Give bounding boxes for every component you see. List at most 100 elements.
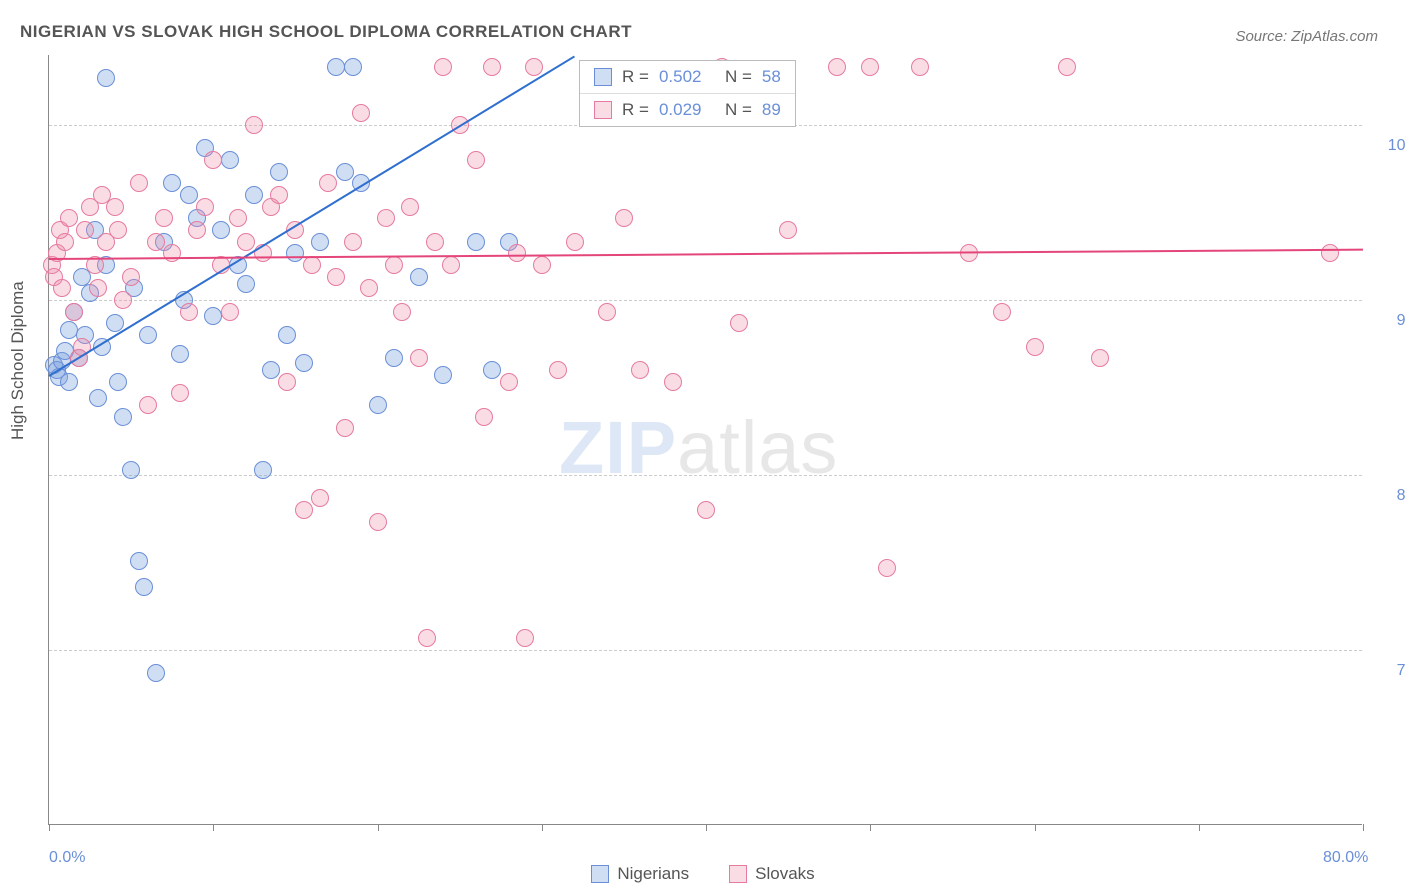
scatter-point: [352, 104, 370, 122]
stats-legend: R =0.502N =58R =0.029N =89: [579, 60, 796, 127]
scatter-point: [410, 268, 428, 286]
scatter-point: [188, 221, 206, 239]
scatter-point: [393, 303, 411, 321]
scatter-point: [147, 233, 165, 251]
scatter-point: [311, 489, 329, 507]
legend-label: Slovaks: [755, 864, 815, 884]
scatter-point: [229, 209, 247, 227]
watermark: ZIPatlas: [559, 405, 838, 490]
scatter-point: [204, 151, 222, 169]
scatter-point: [60, 321, 78, 339]
n-value: 58: [762, 67, 781, 87]
r-label: R =: [622, 100, 649, 120]
scatter-point: [401, 198, 419, 216]
y-tick-label: 85.0%: [1372, 487, 1406, 505]
x-tick: [1363, 824, 1364, 831]
legend-item-slovaks[interactable]: Slovaks: [729, 864, 815, 884]
scatter-point: [65, 303, 83, 321]
y-tick-label: 92.5%: [1372, 312, 1406, 330]
scatter-point: [500, 373, 518, 391]
scatter-point: [135, 578, 153, 596]
scatter-point: [270, 186, 288, 204]
scatter-point: [369, 396, 387, 414]
scatter-point: [122, 461, 140, 479]
scatter-point: [483, 58, 501, 76]
n-label: N =: [725, 100, 752, 120]
scatter-point: [221, 303, 239, 321]
scatter-point: [163, 244, 181, 262]
scatter-point: [377, 209, 395, 227]
scatter-point: [286, 244, 304, 262]
scatter-point: [483, 361, 501, 379]
scatter-point: [180, 186, 198, 204]
scatter-point: [139, 396, 157, 414]
scatter-point: [344, 58, 362, 76]
scatter-point: [319, 174, 337, 192]
scatter-point: [475, 408, 493, 426]
scatter-point: [89, 279, 107, 297]
scatter-point: [549, 361, 567, 379]
swatch-icon: [594, 101, 612, 119]
scatter-point: [327, 268, 345, 286]
scatter-point: [434, 58, 452, 76]
gridline: [49, 475, 1362, 476]
x-tick: [213, 824, 214, 831]
scatter-point: [426, 233, 444, 251]
scatter-point: [60, 209, 78, 227]
scatter-point: [53, 279, 71, 297]
scatter-point: [779, 221, 797, 239]
scatter-point: [147, 664, 165, 682]
scatter-point: [221, 151, 239, 169]
swatch-icon: [729, 865, 747, 883]
scatter-point: [336, 163, 354, 181]
r-label: R =: [622, 67, 649, 87]
y-tick-label: 77.5%: [1372, 662, 1406, 680]
scatter-point: [828, 58, 846, 76]
scatter-point: [385, 349, 403, 367]
scatter-point: [171, 345, 189, 363]
scatter-point: [1091, 349, 1109, 367]
r-value: 0.029: [659, 100, 715, 120]
scatter-point: [467, 233, 485, 251]
scatter-point: [861, 58, 879, 76]
scatter-point: [1058, 58, 1076, 76]
scatter-point: [122, 268, 140, 286]
scatter-point: [56, 233, 74, 251]
scatter-point: [697, 501, 715, 519]
scatter-point: [467, 151, 485, 169]
gridline: [49, 300, 1362, 301]
scatter-point: [327, 58, 345, 76]
scatter-point: [434, 366, 452, 384]
scatter-point: [245, 116, 263, 134]
y-axis-label: High School Diploma: [8, 281, 28, 440]
scatter-point: [109, 373, 127, 391]
scatter-point: [76, 221, 94, 239]
legend-item-nigerians[interactable]: Nigerians: [591, 864, 689, 884]
scatter-point: [631, 361, 649, 379]
scatter-point: [360, 279, 378, 297]
scatter-point: [139, 326, 157, 344]
scatter-point: [344, 233, 362, 251]
legend-label: Nigerians: [617, 864, 689, 884]
scatter-point: [508, 244, 526, 262]
x-tick: [378, 824, 379, 831]
chart-title: NIGERIAN VS SLOVAK HIGH SCHOOL DIPLOMA C…: [20, 22, 632, 42]
scatter-point: [262, 361, 280, 379]
scatter-point: [533, 256, 551, 274]
scatter-point: [278, 373, 296, 391]
scatter-point: [212, 221, 230, 239]
scatter-point: [911, 58, 929, 76]
scatter-point: [516, 629, 534, 647]
x-tick: [542, 824, 543, 831]
scatter-point: [730, 314, 748, 332]
scatter-point: [237, 275, 255, 293]
scatter-point: [525, 58, 543, 76]
scatter-point: [130, 552, 148, 570]
x-tick: [49, 824, 50, 831]
stats-legend-row: R =0.029N =89: [580, 93, 795, 126]
scatter-point: [295, 354, 313, 372]
scatter-point: [878, 559, 896, 577]
scatter-point: [130, 174, 148, 192]
scatter-point: [60, 373, 78, 391]
scatter-point: [410, 349, 428, 367]
